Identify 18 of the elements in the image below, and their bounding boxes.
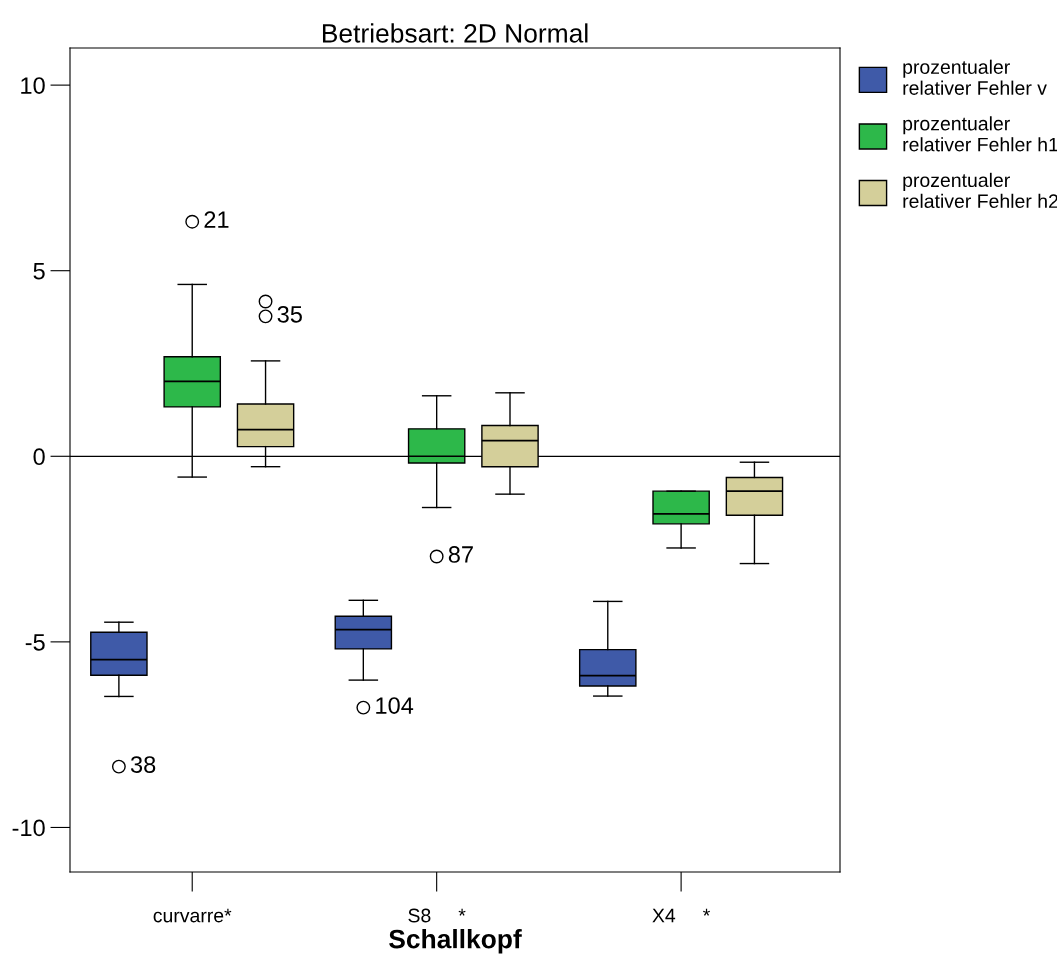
annotation: 38 bbox=[130, 756, 156, 773]
annotation: 35 bbox=[277, 305, 302, 323]
x-tick-label: S8 * bbox=[408, 908, 466, 923]
y-tick-label: 10 bbox=[21, 77, 45, 94]
x-axis-title: Schallkopf bbox=[389, 929, 522, 954]
annotation: 21 bbox=[204, 211, 229, 228]
legend-label: prozentualer relativer Fehler h1 bbox=[903, 116, 1057, 152]
y-tick-label: -5 bbox=[25, 634, 45, 651]
chart-title: Betriebsart: 2D Normal bbox=[322, 23, 588, 43]
x-tick-label: X4 * bbox=[652, 908, 710, 923]
legend-label: prozentualer relativer Fehler h2 bbox=[903, 172, 1057, 209]
y-tick-label: 5 bbox=[33, 263, 45, 280]
y-tick-label: -10 bbox=[12, 819, 45, 837]
x-tick-label: curvarre* bbox=[153, 908, 232, 923]
annotation: 87 bbox=[448, 546, 473, 563]
legend-label: prozentualer relativer Fehler v bbox=[903, 59, 1047, 95]
annotation: 104 bbox=[376, 697, 414, 714]
y-tick-label: 0 bbox=[33, 448, 45, 466]
